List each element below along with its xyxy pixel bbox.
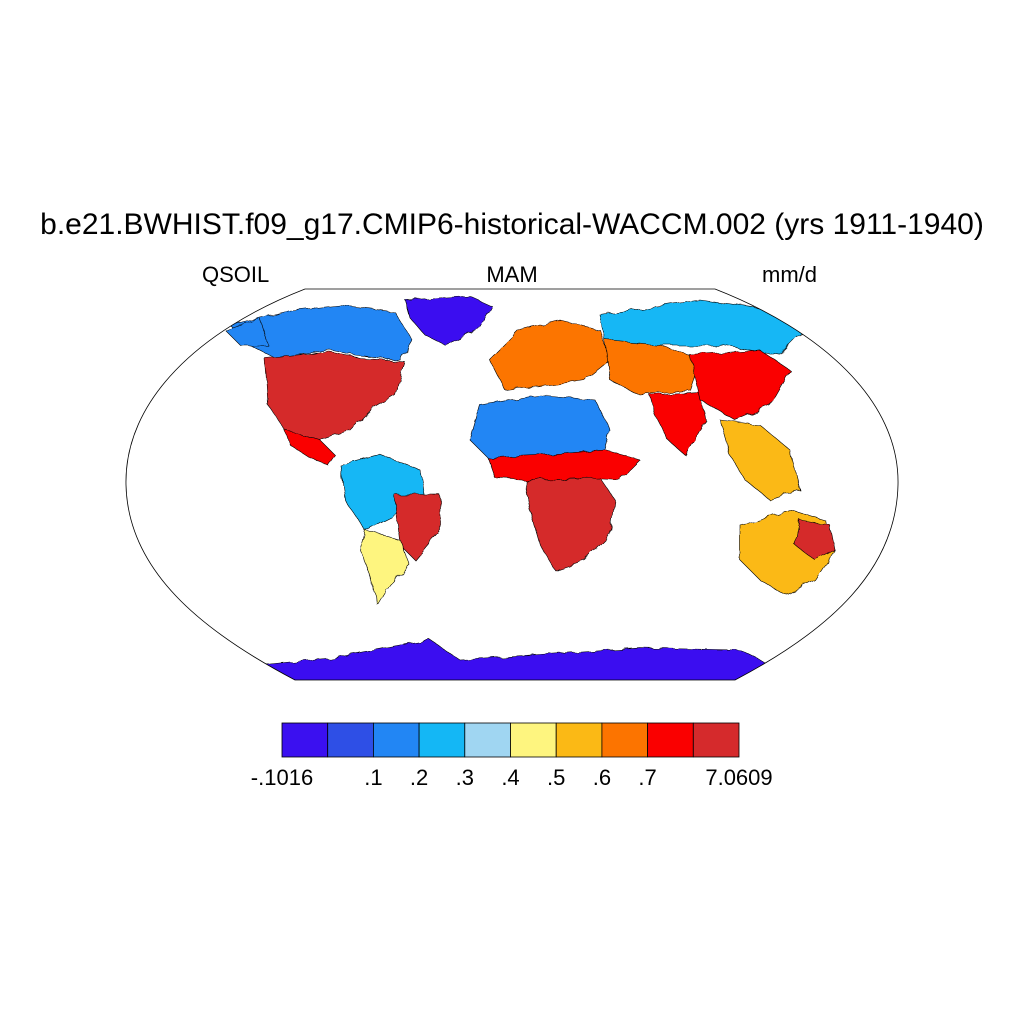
region-alaska xyxy=(224,317,269,346)
region-sahel xyxy=(487,449,641,481)
season-label: MAM xyxy=(486,262,538,287)
colorbar-tick-label: .5 xyxy=(547,765,566,790)
land-layer xyxy=(224,295,836,680)
region-usa xyxy=(264,351,406,441)
region-safrica xyxy=(524,477,616,571)
region-mexico xyxy=(284,429,336,466)
colorbar xyxy=(281,722,740,758)
colorbar-tick-label: .1 xyxy=(364,765,383,790)
colorbar-tick-label: .6 xyxy=(592,765,612,790)
region-canada xyxy=(229,304,413,361)
region-argentina xyxy=(359,529,411,606)
colorbar-box xyxy=(601,722,649,758)
region-greenland xyxy=(404,295,493,346)
region-india xyxy=(649,391,706,456)
colorbar-tick-label: .2 xyxy=(409,765,429,790)
colorbar-box xyxy=(281,722,329,758)
region-casia xyxy=(604,339,701,396)
colorbar-box xyxy=(510,722,557,758)
colorbar-tick-label: 7.0609 xyxy=(705,765,773,790)
variable-label: QSOIL xyxy=(202,262,270,287)
region-antarctica xyxy=(249,639,771,680)
colorbar-box xyxy=(372,722,420,758)
colorbar-box xyxy=(555,722,603,758)
region-eaustralia xyxy=(794,519,836,561)
region-sahara xyxy=(469,394,611,461)
colorbar-box xyxy=(464,722,511,758)
colorbar-box xyxy=(647,722,694,758)
region-china xyxy=(689,349,791,421)
region-europe xyxy=(489,319,611,391)
colorbar-tick-label: .7 xyxy=(638,765,657,790)
globe-outline xyxy=(125,288,899,681)
plot-title: b.e21.BWHIST.f09_g17.CMIP6-historical-WA… xyxy=(40,208,984,241)
region-ebrazil xyxy=(394,494,441,561)
region-seasia xyxy=(719,419,801,501)
colorbar-tick-label: .3 xyxy=(455,765,474,790)
colorbar-tick-label: .4 xyxy=(501,765,520,790)
colorbar-box xyxy=(327,722,374,758)
colorbar-box xyxy=(418,722,466,758)
units-label: mm/d xyxy=(762,262,817,287)
colorbar-tick-label: -.1016 xyxy=(250,765,314,790)
colorbar-box xyxy=(692,722,740,758)
